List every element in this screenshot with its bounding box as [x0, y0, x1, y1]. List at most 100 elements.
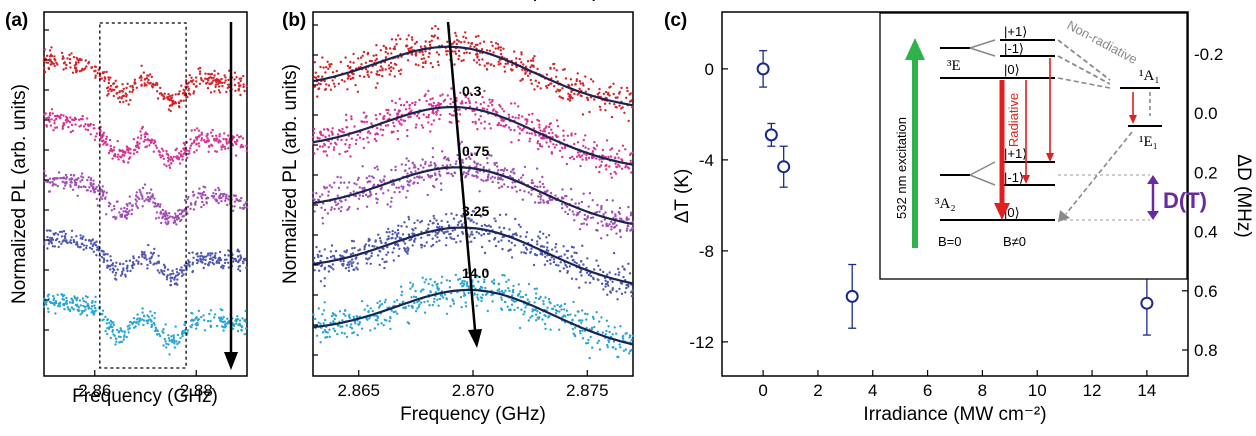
- panel-b-point: [537, 201, 540, 204]
- panel-b-point: [629, 349, 632, 353]
- panel-b-point: [616, 152, 619, 156]
- panel-a-point: [183, 331, 186, 335]
- panel-a-point: [94, 244, 98, 247]
- panel-b-point: [323, 248, 326, 251]
- panel-b-point: [599, 268, 602, 271]
- panel-b-point: [566, 134, 570, 137]
- panel-b-point: [629, 291, 633, 294]
- panel-b-point: [378, 73, 381, 77]
- panel-b-point: [387, 64, 391, 67]
- panel-b-point: [359, 56, 363, 59]
- panel-b-point: [461, 230, 464, 234]
- panel-a-point: [201, 200, 204, 204]
- panel-b-point: [453, 40, 456, 43]
- panel-a-point: [84, 238, 87, 242]
- panel-a-point: [195, 80, 198, 83]
- panel-b-point: [378, 249, 381, 253]
- panel-b-point: [613, 225, 617, 229]
- panel-b-point: [401, 187, 405, 190]
- panel-a-point: [63, 61, 67, 64]
- panel-b-point: [503, 183, 506, 186]
- panel-b-point: [534, 133, 537, 137]
- panel-b-point: [587, 338, 590, 342]
- panel-a-point: [79, 304, 83, 307]
- panel-b-point: [534, 308, 537, 311]
- panel-b-point: [560, 96, 563, 99]
- panel-a-point: [117, 335, 121, 338]
- panel-a-point: [118, 149, 122, 153]
- panel-b-point: [491, 300, 494, 303]
- panel-b-point: [370, 59, 373, 63]
- panel-b-point: [427, 116, 430, 119]
- panel-b-point: [468, 99, 471, 103]
- panel-a-point: [183, 143, 186, 147]
- panel-b-point: [449, 236, 452, 239]
- panel-a-point: [223, 132, 226, 135]
- panel-a-point: [118, 262, 122, 265]
- panel-b-point: [426, 300, 429, 303]
- panel-b-point: [608, 165, 611, 168]
- panel-b-point: [570, 255, 574, 258]
- panel-a-point: [94, 135, 98, 138]
- panel-a-point: [79, 118, 83, 121]
- panel-a-point: [109, 202, 112, 206]
- panel-b-point: [452, 114, 455, 117]
- panel-a-point: [153, 202, 157, 205]
- panel-b-point: [575, 251, 578, 255]
- panel-b-point: [415, 175, 419, 178]
- panel-b-point: [461, 161, 465, 164]
- panel-b-point: [349, 260, 352, 263]
- panel-b-point: [356, 90, 360, 94]
- panel-a-point: [86, 189, 90, 192]
- panel-b-point: [387, 108, 390, 112]
- panel-a-point: [167, 216, 170, 220]
- panel-a-point: [207, 263, 210, 267]
- panel-b-point: [528, 137, 532, 140]
- panel-a-point: [222, 329, 225, 332]
- panel-b-point: [582, 84, 585, 87]
- panel-a-point: [122, 151, 125, 154]
- panel-b-point: [398, 247, 401, 250]
- panel-b-point: [417, 64, 420, 67]
- panel-b-point: [483, 120, 486, 123]
- panel-a-point: [53, 119, 56, 122]
- panel-b-point: [347, 261, 350, 264]
- panel-a-point: [178, 212, 182, 216]
- panel-a-point: [115, 200, 119, 203]
- panel-a-point: [181, 334, 184, 338]
- panel-a-point: [224, 324, 228, 328]
- panel-a-point: [135, 205, 138, 208]
- panel-a-point: [80, 185, 83, 189]
- panel-b-point: [361, 194, 365, 198]
- panel-b-point: [520, 176, 523, 179]
- panel-a-point: [107, 92, 110, 96]
- panel-b-point: [393, 45, 396, 48]
- panel-b-point: [567, 92, 570, 96]
- panel-b-point: [535, 287, 538, 290]
- panel-a-point: [167, 93, 170, 96]
- panel-b-point: [445, 158, 448, 161]
- panel-b-point: [356, 333, 359, 337]
- panel-a-point: [107, 81, 111, 85]
- panel-a-point: [82, 299, 85, 303]
- nonradiative-arrow-minus1: [1057, 55, 1111, 85]
- panel-b-point: [584, 342, 588, 345]
- panel-b-point: [384, 56, 388, 59]
- panel-b-point: [549, 191, 553, 195]
- panel-b-point: [443, 157, 446, 160]
- panel-b-point: [431, 243, 435, 247]
- panel-a-point: [159, 203, 162, 206]
- panel-b-point: [444, 230, 447, 234]
- ground-minus1-label: |-1⟩: [1004, 170, 1024, 185]
- panel-a-point: [105, 143, 108, 147]
- panel-b-point: [553, 67, 556, 70]
- panel-a-point: [223, 258, 227, 261]
- panel-a-point: [166, 214, 169, 217]
- panel-b-point: [540, 145, 544, 148]
- panel-b-point: [383, 266, 386, 270]
- panel-b-point: [482, 179, 485, 182]
- panel-b-point: [380, 188, 383, 191]
- panel-a-point: [183, 152, 186, 155]
- panel-b-point: [372, 54, 375, 57]
- panel-a-point: [94, 76, 97, 79]
